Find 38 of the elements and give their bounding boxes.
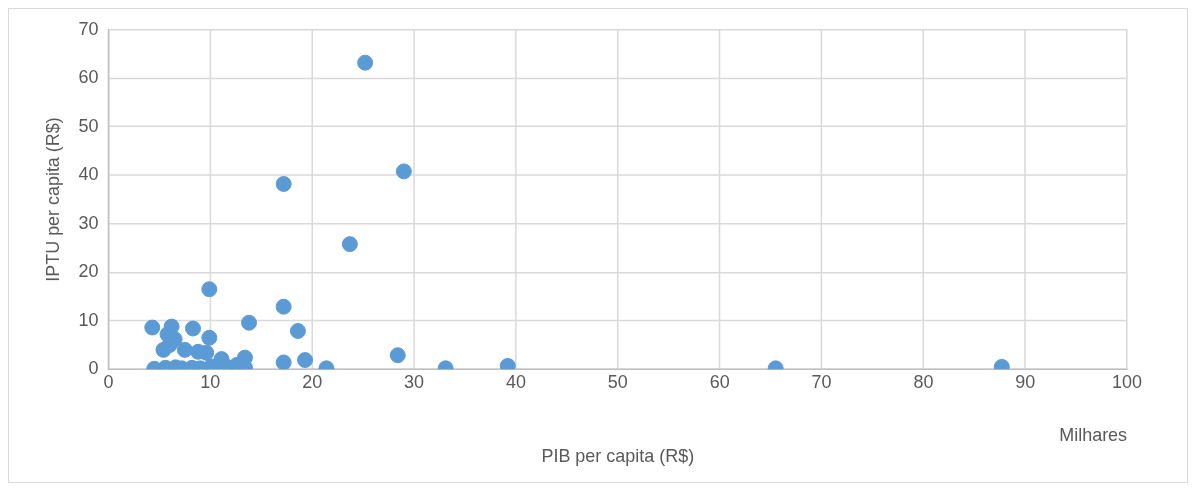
x-tick-label: 100 (1112, 371, 1143, 392)
x-tick-label: 30 (404, 371, 425, 392)
x-tick-label: 10 (200, 371, 221, 392)
point (297, 352, 314, 369)
point (144, 319, 161, 336)
x-tick-label: 0 (103, 371, 114, 392)
y-tick-label: 20 (78, 261, 99, 282)
x-tick-label: 70 (811, 371, 832, 392)
point (201, 281, 218, 298)
point (395, 163, 412, 180)
point (275, 298, 292, 315)
y-tick-label: 60 (78, 67, 99, 88)
y-tick-label: 10 (78, 309, 99, 330)
point (341, 236, 358, 253)
y-axis-title: IPTU per capita (R$) (42, 117, 63, 282)
point (176, 341, 193, 358)
point (185, 320, 201, 337)
point (241, 314, 258, 331)
point (357, 54, 374, 71)
y-tick-label: 0 (88, 358, 99, 379)
text: Milhares (1059, 424, 1128, 445)
x-tick-label: 80 (913, 371, 934, 392)
point (389, 347, 406, 364)
point (201, 329, 218, 346)
y-tick-label: 50 (78, 115, 99, 136)
point (228, 356, 245, 370)
y-tick-label: 70 (78, 18, 99, 39)
y-tick-label: 30 (78, 212, 99, 233)
point (289, 322, 306, 339)
x-tick-label: 20 (302, 371, 323, 392)
y-tick-label: 40 (78, 164, 99, 185)
x-axis-title: PIB per capita (R$) (541, 446, 695, 467)
x-tick-label: 40 (505, 371, 526, 392)
x-tick-label: 90 (1015, 371, 1036, 392)
point (275, 176, 292, 192)
point (275, 354, 292, 370)
x-tick-label: 60 (709, 371, 730, 392)
x-tick-label: 50 (607, 371, 628, 392)
